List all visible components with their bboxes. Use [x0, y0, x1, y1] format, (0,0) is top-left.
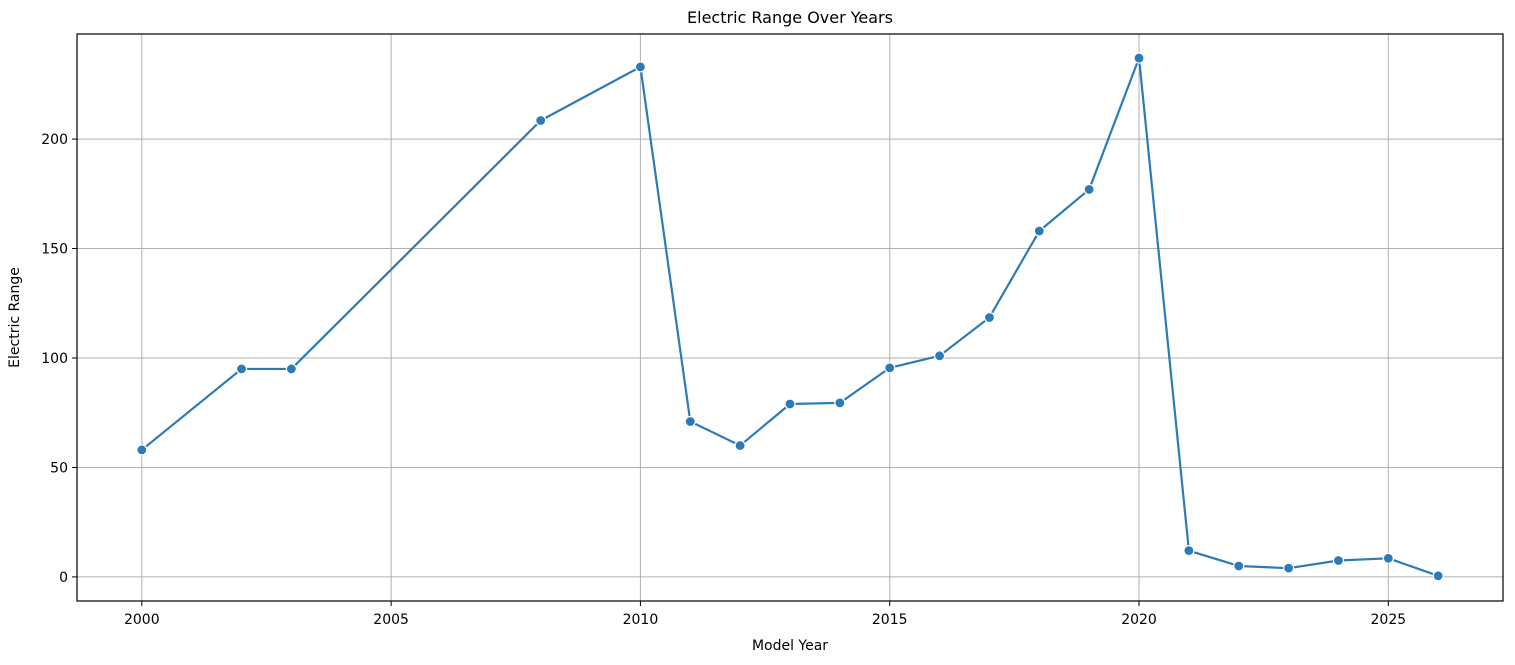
data-point	[1233, 560, 1245, 572]
data-point	[734, 439, 746, 452]
x-tick-label: 2025	[1371, 612, 1407, 628]
data-point	[634, 61, 647, 73]
series-line	[141, 56, 1439, 577]
data-point	[1382, 552, 1394, 564]
data-point	[1283, 562, 1295, 574]
y-tick-label: 0	[59, 570, 68, 586]
x-tick-label: 2015	[872, 612, 908, 628]
data-point	[1332, 554, 1345, 567]
data-point	[834, 397, 846, 409]
x-tick-label: 2010	[623, 612, 659, 628]
data-point	[1033, 225, 1045, 237]
data-point	[784, 398, 796, 410]
data-point	[285, 363, 297, 375]
x-axis-label: Model Year	[752, 638, 828, 654]
x-tick-label: 2005	[373, 612, 409, 628]
y-tick-label: 200	[41, 132, 68, 148]
y-axis-label: Electric Range	[7, 267, 23, 368]
data-point	[884, 362, 896, 374]
y-tick-label: 100	[41, 351, 68, 367]
y-tick-label: 150	[41, 242, 68, 258]
data-point	[684, 415, 696, 428]
series-group	[136, 52, 1444, 582]
data-point	[1183, 545, 1195, 557]
plot-frame	[76, 33, 1504, 602]
data-point	[1083, 183, 1095, 196]
x-tick-label: 2020	[1121, 612, 1157, 628]
y-axis-ticks: 0 50 100 150 200	[41, 132, 77, 586]
data-point	[535, 114, 547, 127]
data-point	[136, 444, 148, 456]
grid-lines	[77, 34, 1503, 601]
data-point	[235, 363, 248, 375]
x-tick-label: 2000	[124, 612, 160, 628]
data-point	[933, 350, 946, 362]
chart-title: Electric Range Over Years	[687, 8, 893, 27]
y-tick-label: 50	[50, 460, 68, 476]
data-point	[983, 311, 996, 324]
data-point	[1133, 52, 1145, 64]
data-point	[1432, 570, 1444, 582]
x-axis-ticks: 2000 2005 2010 2015 2020 2025	[124, 601, 1406, 628]
